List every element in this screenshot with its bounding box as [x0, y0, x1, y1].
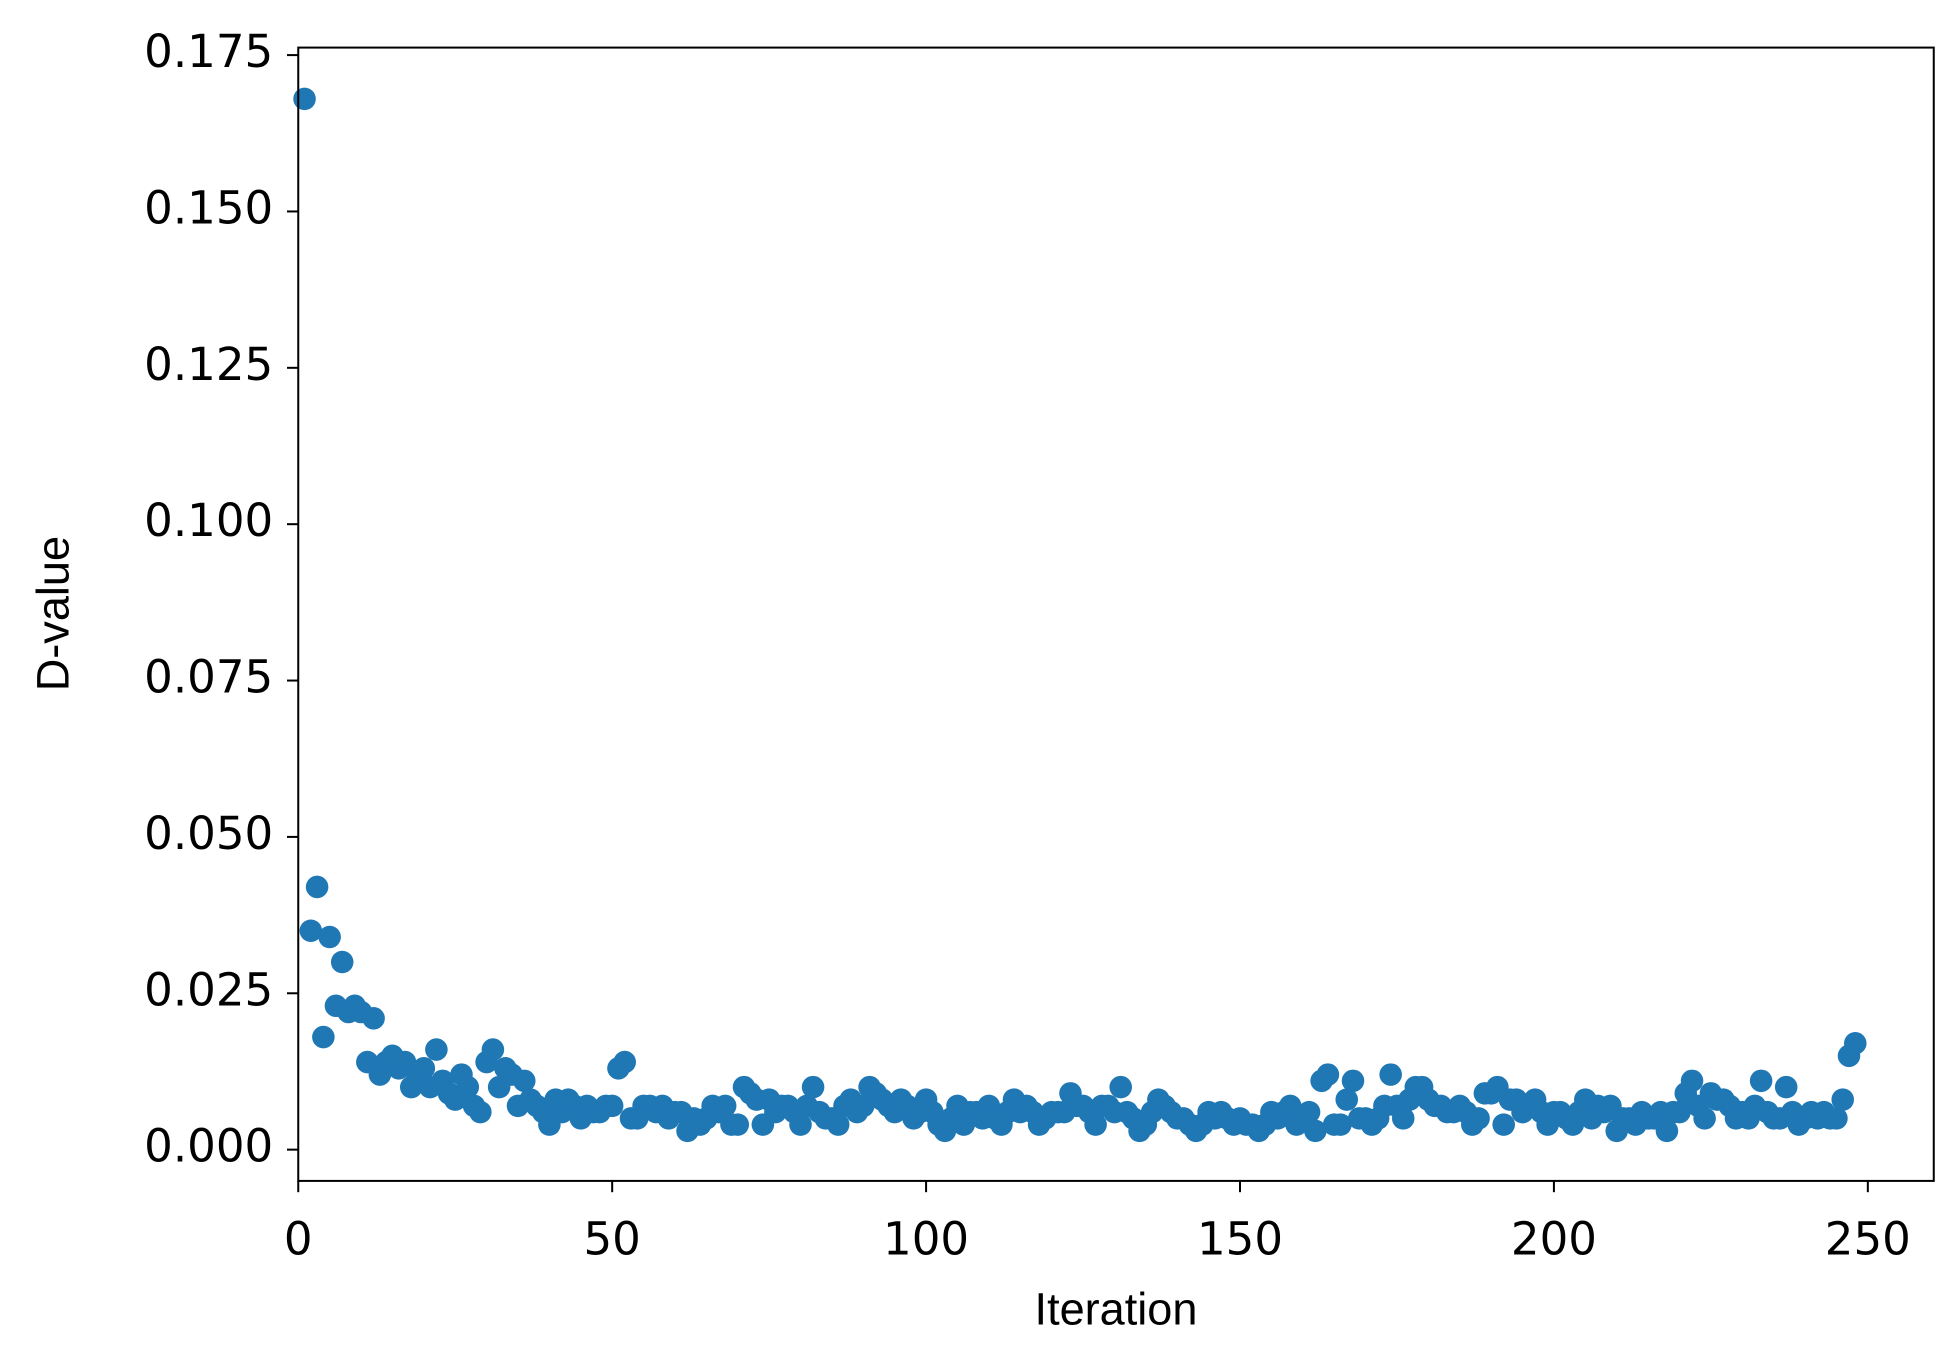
point [469, 1100, 492, 1124]
point [1329, 1113, 1352, 1136]
x-axis-label: Iteration [1035, 1283, 1198, 1334]
x-tick-label: 150 [1197, 1212, 1283, 1265]
point [1831, 1088, 1854, 1111]
point [713, 1094, 737, 1118]
y-tick-label: 0.150 [144, 181, 273, 234]
x-tick-label: 250 [1825, 1212, 1911, 1265]
point [801, 1075, 825, 1099]
point [513, 1069, 536, 1093]
point [1379, 1063, 1402, 1086]
point [1492, 1113, 1515, 1136]
point [456, 1075, 480, 1099]
y-tick-label: 0.100 [144, 494, 273, 547]
y-tick-label: 0.075 [144, 651, 273, 704]
x-tick-label: 50 [583, 1212, 640, 1265]
y-tick-label: 0.025 [144, 963, 273, 1016]
plot-frame [297, 46, 1935, 1182]
y-axis-label: D-value [27, 536, 78, 691]
point [318, 925, 341, 949]
point [293, 87, 316, 111]
point [1825, 1107, 1848, 1130]
point [1680, 1069, 1704, 1093]
point [1693, 1107, 1716, 1130]
x-tick-label: 0 [284, 1212, 313, 1265]
point [1774, 1075, 1798, 1099]
point [600, 1094, 624, 1118]
y-tick-label: 0.125 [144, 338, 273, 391]
point [362, 1007, 385, 1030]
point [826, 1113, 850, 1136]
point [481, 1038, 505, 1061]
point [613, 1050, 636, 1074]
x-tick-label: 100 [883, 1212, 969, 1265]
point [1297, 1100, 1321, 1124]
y-tick-label: 0.050 [144, 807, 273, 860]
y-tick-label: 0.000 [144, 1120, 273, 1173]
y-tick-label: 0.175 [144, 25, 273, 78]
point [299, 919, 323, 943]
point [305, 875, 329, 899]
point [1668, 1100, 1691, 1124]
point [425, 1038, 448, 1061]
point [1335, 1088, 1359, 1111]
point [789, 1113, 812, 1136]
point [1749, 1069, 1773, 1093]
point [312, 1025, 335, 1049]
point [1655, 1119, 1679, 1143]
point [1304, 1119, 1327, 1143]
point [1391, 1107, 1415, 1130]
point [1467, 1107, 1490, 1130]
point [412, 1057, 436, 1080]
x-tick-label: 200 [1511, 1212, 1597, 1265]
point [330, 950, 354, 974]
point [1084, 1113, 1107, 1136]
point [726, 1113, 750, 1136]
point [1109, 1075, 1132, 1099]
point [1844, 1032, 1867, 1055]
point [1316, 1063, 1340, 1086]
point [1341, 1069, 1365, 1093]
